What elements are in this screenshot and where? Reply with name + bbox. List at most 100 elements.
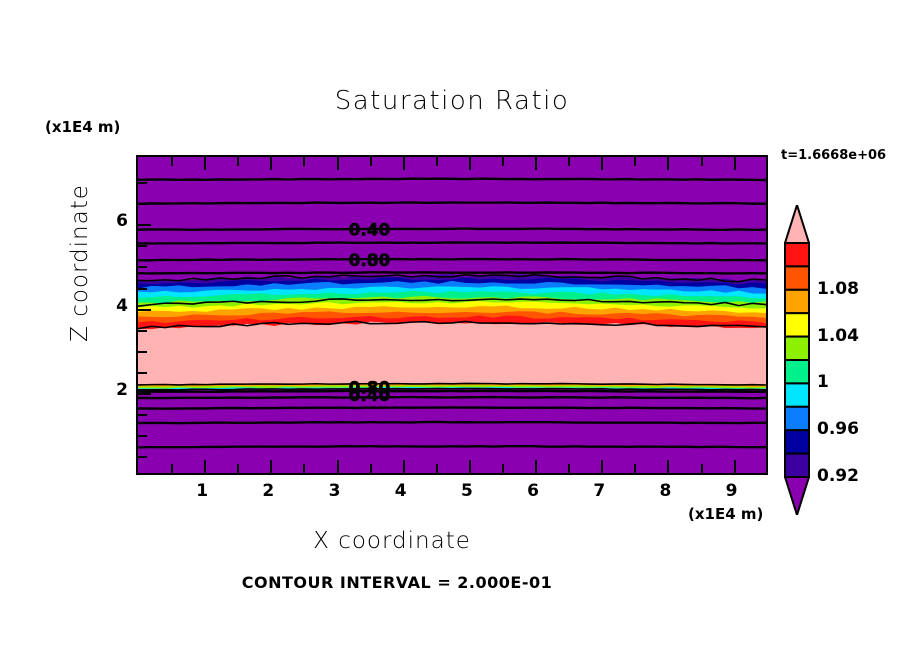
x-tick-label: 4 [394, 481, 407, 501]
colorbar-cap-bottom [784, 476, 810, 515]
contour-line [138, 406, 766, 410]
colorbar-svg [784, 205, 810, 515]
colorbar-band [784, 452, 810, 479]
contour-line [138, 395, 766, 400]
contour-line [138, 271, 766, 275]
axis-tick [767, 464, 768, 473]
axis-tick [138, 245, 147, 248]
axis-tick [700, 464, 703, 473]
axis-tick [138, 287, 147, 290]
axis-tick [204, 460, 207, 473]
contour-band [138, 321, 766, 386]
axis-tick [138, 203, 147, 206]
contour-line [138, 257, 766, 262]
axis-tick [402, 460, 405, 473]
axis-tick [204, 157, 207, 170]
x-tick-label: 2 [262, 481, 275, 501]
svg-text:0.40: 0.40 [349, 385, 391, 405]
axis-tick [733, 460, 736, 473]
colorbar-tick-label: 1 [817, 372, 829, 393]
axis-tick [336, 157, 339, 170]
colorbar-tick-label: 0.96 [817, 419, 859, 440]
axis-tick [402, 157, 405, 170]
axis-tick [634, 157, 637, 166]
contour-band [138, 388, 766, 473]
axis-tick [634, 464, 637, 473]
svg-text:0.80: 0.80 [349, 377, 391, 397]
axis-tick [369, 157, 372, 166]
axis-tick [468, 460, 471, 473]
x-tick-label: 8 [659, 481, 672, 501]
contour-line [138, 444, 766, 449]
axis-tick [138, 224, 151, 227]
axis-tick [138, 182, 147, 185]
colorbar-cap-top [784, 205, 810, 244]
axis-tick [468, 157, 471, 170]
y-tick-label: 4 [116, 295, 128, 316]
contour-line [138, 420, 766, 425]
x-tick-label: 3 [328, 481, 341, 501]
contour-label: 0.40 [348, 385, 391, 406]
page-title: Saturation Ratio [334, 86, 570, 116]
contour-plot-area: 0.40 0.80 0.80 0.40 [136, 155, 768, 475]
axis-tick [138, 413, 147, 416]
axis-tick [568, 464, 571, 473]
colorbar-band [784, 429, 810, 455]
contour-line [138, 382, 766, 386]
colorbar-band [784, 312, 810, 338]
contour-label: 0.80 [348, 377, 391, 398]
x-axis-title: X coordinate [313, 528, 471, 554]
timestamp-label: t=1.6668e+06 [781, 148, 887, 163]
axis-tick [435, 157, 438, 166]
colorbar [784, 205, 810, 515]
axis-tick [667, 157, 670, 170]
colorbar-band [784, 359, 810, 385]
contour-line [138, 320, 766, 330]
colorbar-band [784, 382, 810, 408]
axis-tick [700, 157, 703, 166]
axis-tick [601, 157, 604, 170]
axis-tick [303, 464, 306, 473]
colorbar-band [784, 242, 810, 268]
colorbar-tick-label: 1.04 [817, 325, 859, 346]
axis-tick [369, 464, 372, 473]
axis-tick [138, 371, 147, 374]
x-tick-label: 6 [527, 481, 539, 501]
contour-line [138, 298, 766, 307]
y-tick-label: 2 [116, 379, 128, 400]
contour-interval-caption: CONTOUR INTERVAL = 2.000E-01 [241, 573, 553, 592]
axis-tick [270, 157, 273, 170]
y-axis-unit-label: (x1E4 m) [45, 118, 121, 136]
y-tick-label: 6 [116, 211, 128, 232]
contour-canvas: 0.400.800.800.40 [138, 157, 766, 473]
axis-tick [336, 460, 339, 473]
colorbar-tick-label: 1.08 [817, 278, 859, 299]
axis-tick [270, 460, 273, 473]
axis-tick [138, 308, 151, 311]
axis-tick [138, 350, 147, 353]
colorbar-band [784, 265, 810, 291]
x-tick-label: 7 [593, 481, 606, 501]
axis-tick [667, 460, 670, 473]
colorbar-band [784, 405, 810, 432]
contour-label: 0.40 [348, 219, 391, 240]
svg-text:0.80: 0.80 [349, 250, 391, 270]
svg-text:0.40: 0.40 [349, 220, 391, 240]
axis-tick [568, 157, 571, 166]
x-tick-label: 9 [725, 481, 738, 501]
axis-tick [601, 460, 604, 473]
contour-line [138, 273, 766, 283]
contour-line [138, 389, 766, 394]
axis-tick [767, 157, 768, 166]
axis-tick [138, 434, 147, 437]
axis-tick [171, 464, 174, 473]
axis-tick [435, 464, 438, 473]
x-axis-unit-label: (x1E4 m) [688, 505, 764, 523]
contour-line [138, 177, 766, 182]
contour-label: 0.80 [348, 250, 391, 271]
axis-tick [237, 157, 240, 166]
axis-tick [138, 329, 147, 332]
colorbar-band [784, 288, 810, 315]
contour-line [138, 201, 766, 205]
axis-tick [138, 266, 147, 269]
